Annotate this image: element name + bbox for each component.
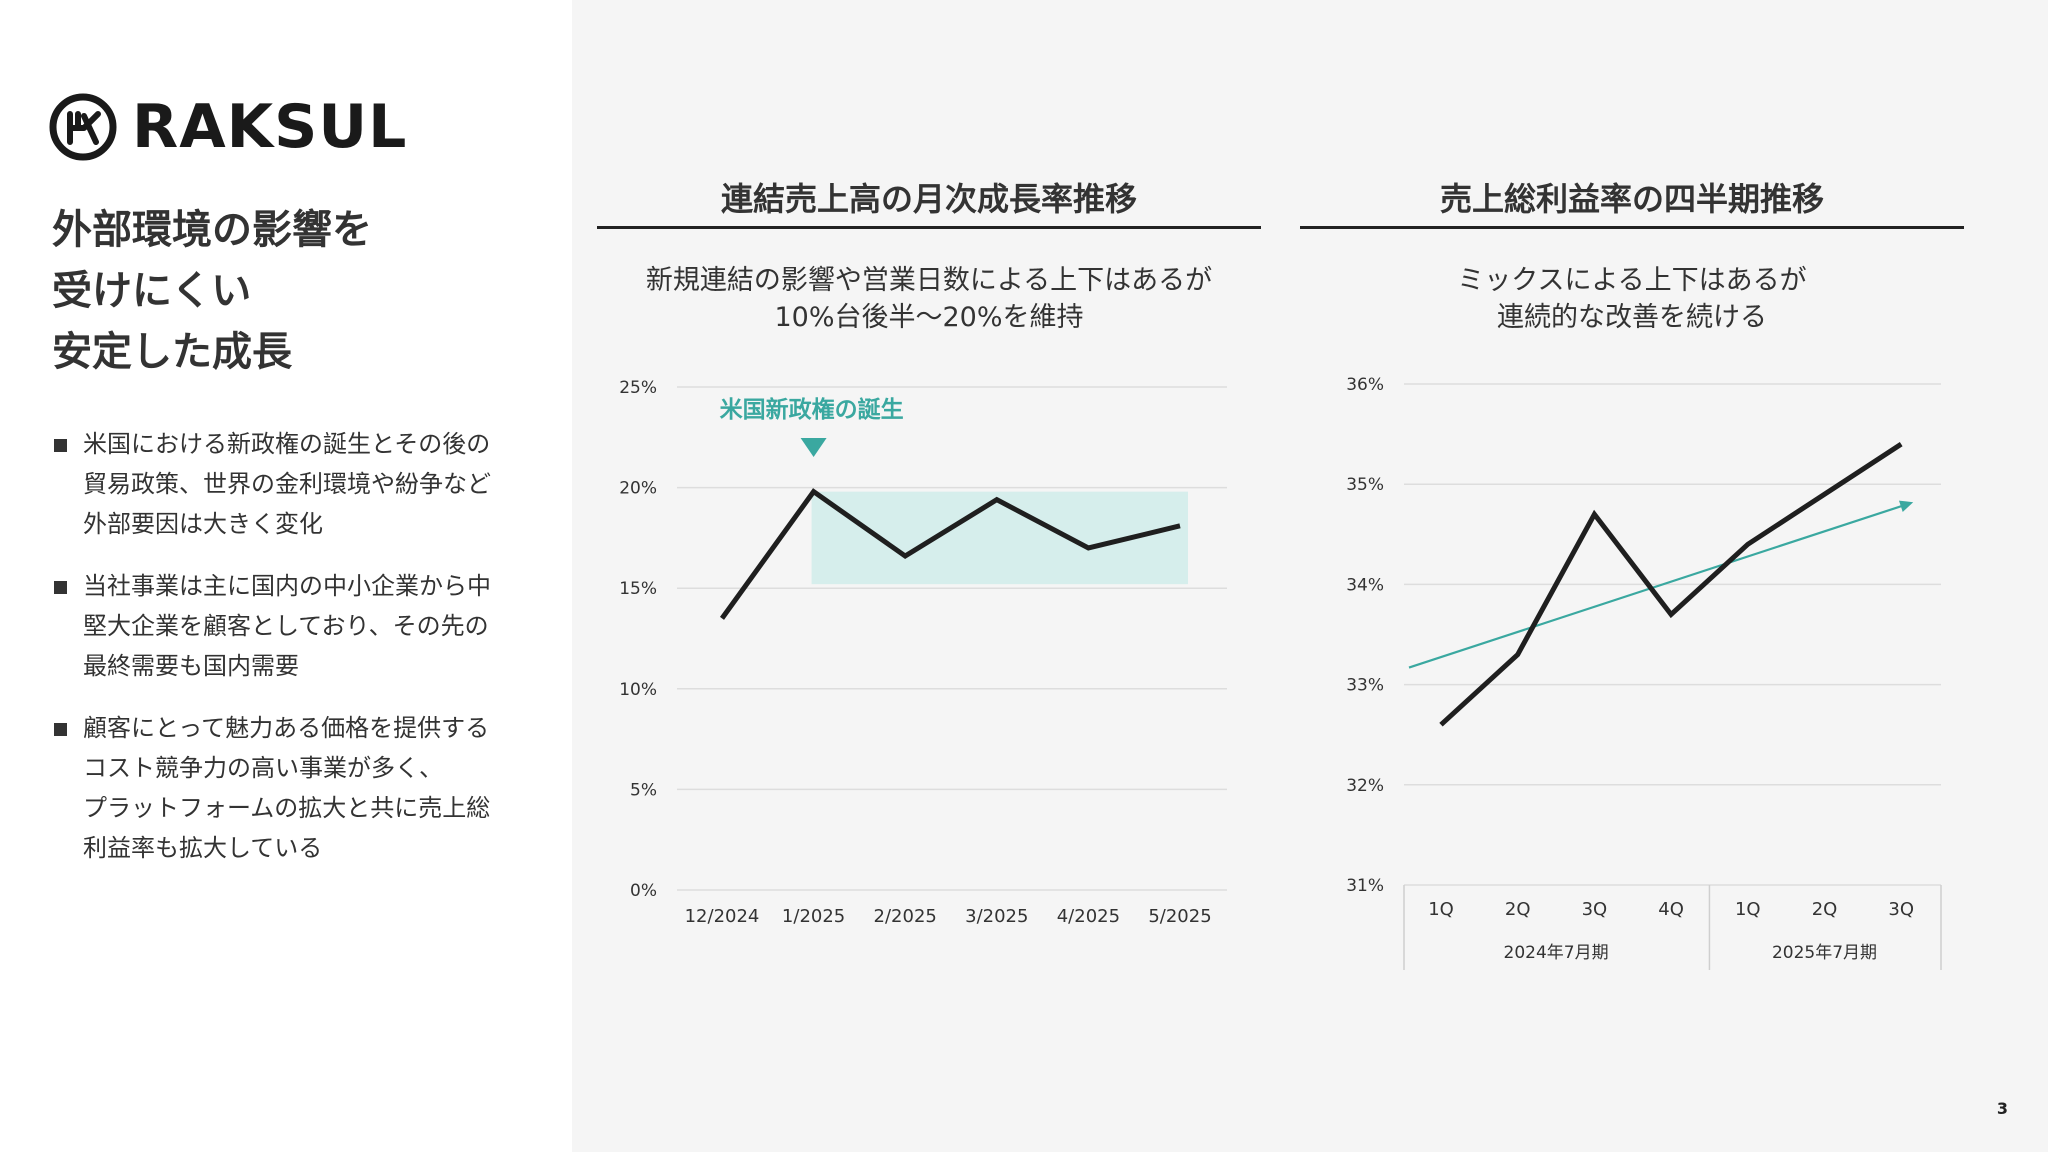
trend-arrow-icon (1898, 500, 1914, 512)
y-tick-label: 33% (1346, 676, 1384, 696)
page-number: 3 (1996, 1099, 2008, 1118)
x-tick-label: 12/2024 (685, 906, 760, 927)
x-tick-label: 1Q (1735, 899, 1761, 920)
series-line (719, 488, 1181, 620)
annotation-label: 米国新政権の誕生 (720, 396, 904, 423)
y-tick-label: 15% (619, 579, 657, 599)
y-tick-label: 34% (1346, 575, 1384, 595)
bullet-text: 米国における新政権の誕生とその後の 貿易政策、世界の金利環境や紛争など 外部要因… (83, 430, 491, 538)
subtitle-line: 10%台後半〜20%を維持 (774, 302, 1084, 333)
headline-line: 受けにくい (52, 268, 252, 314)
x-tick-label: 5/2025 (1148, 906, 1211, 927)
bullet-item: 当社事業は主に国内の中小企業から中 堅大企業を顧客としており、その先の 最終需要… (52, 566, 532, 686)
growth-chart-title-rule (597, 226, 1261, 229)
gross-margin-chart: 31% 32% 33% 34% 35% 36% 1Q 2Q 3Q 4Q 1Q 2Q 3Q 2024年7月期… (1346, 375, 1942, 970)
group-label: 2024年7月期 (1504, 943, 1609, 963)
headline-line: 安定した成長 (52, 329, 292, 375)
x-tick-label: 1Q (1428, 899, 1454, 920)
y-tick-label: 20% (619, 479, 657, 499)
x-tick-label: 4/2025 (1057, 906, 1120, 927)
margin-chart-title: 売上総利益率の四半期推移 (1439, 180, 1824, 218)
x-tick-label: 1/2025 (782, 906, 845, 927)
growth-chart-subtitle: 新規連結の影響や営業日数による上下はあるが 10%台後半〜20%を維持 (597, 262, 1261, 336)
x-tick-label: 2Q (1505, 899, 1531, 920)
x-tick-label: 2Q (1812, 899, 1838, 920)
bullet-square-icon (54, 581, 67, 594)
bullet-item: 米国における新政権の誕生とその後の 貿易政策、世界の金利環境や紛争など 外部要因… (52, 424, 532, 544)
headline-line: 外部環境の影響を (52, 207, 372, 253)
group-label: 2025年7月期 (1772, 943, 1877, 963)
y-tick-label: 35% (1346, 475, 1384, 495)
raksul-logo: RAKSUL (48, 92, 407, 162)
headline: 外部環境の影響を 受けにくい 安定した成長 (52, 200, 532, 383)
y-tick-label: 25% (619, 378, 657, 398)
x-tick-label: 3Q (1888, 899, 1914, 920)
bullet-list: 米国における新政権の誕生とその後の 貿易政策、世界の金利環境や紛争など 外部要因… (52, 424, 532, 890)
logo-text: RAKSUL (132, 92, 408, 162)
bullet-item: 顧客にとって魅力ある価格を提供する コスト競争力の高い事業が多く、 プラットフォ… (52, 708, 532, 868)
y-tick-label: 36% (1346, 375, 1384, 395)
margin-chart-title-rule (1300, 226, 1964, 229)
x-tick-label: 3/2025 (965, 906, 1028, 927)
x-tick-label: 3Q (1582, 899, 1608, 920)
margin-chart-subtitle: ミックスによる上下はあるが 連続的な改善を続ける (1300, 262, 1964, 336)
bullet-square-icon (54, 439, 67, 452)
trend-line (1408, 503, 1908, 669)
x-tick-label: 4Q (1658, 899, 1684, 920)
bullet-text: 顧客にとって魅力ある価格を提供する コスト競争力の高い事業が多く、 プラットフォ… (83, 714, 491, 862)
y-tick-label: 0% (630, 881, 657, 901)
x-tick-label: 2/2025 (874, 906, 937, 927)
y-tick-label: 5% (630, 780, 657, 800)
bullet-text: 当社事業は主に国内の中小企業から中 堅大企業を顧客としており、その先の 最終需要… (83, 572, 491, 680)
raksul-logo-icon (49, 93, 117, 161)
bullet-square-icon (54, 723, 67, 736)
growth-rate-chart: 0% 5% 10% 15% 20% 25% 米国新政権の誕生 12/2024 1/2025 2/2… (619, 378, 1227, 927)
y-tick-label: 10% (619, 680, 657, 700)
left-panel: RAKSUL 外部環境の影響を 受けにくい 安定した成長 米国における新政権の誕… (0, 0, 572, 1152)
subtitle-line: 連続的な改善を続ける (1497, 302, 1767, 333)
subtitle-line: 新規連結の影響や営業日数による上下はあるが (645, 265, 1213, 296)
growth-chart-title: 連結売上高の月次成長率推移 (720, 180, 1137, 218)
y-tick-label: 32% (1346, 776, 1384, 796)
subtitle-line: ミックスによる上下はあるが (1457, 265, 1807, 296)
annotation-arrow-icon (800, 438, 827, 457)
y-tick-label: 31% (1346, 876, 1384, 896)
